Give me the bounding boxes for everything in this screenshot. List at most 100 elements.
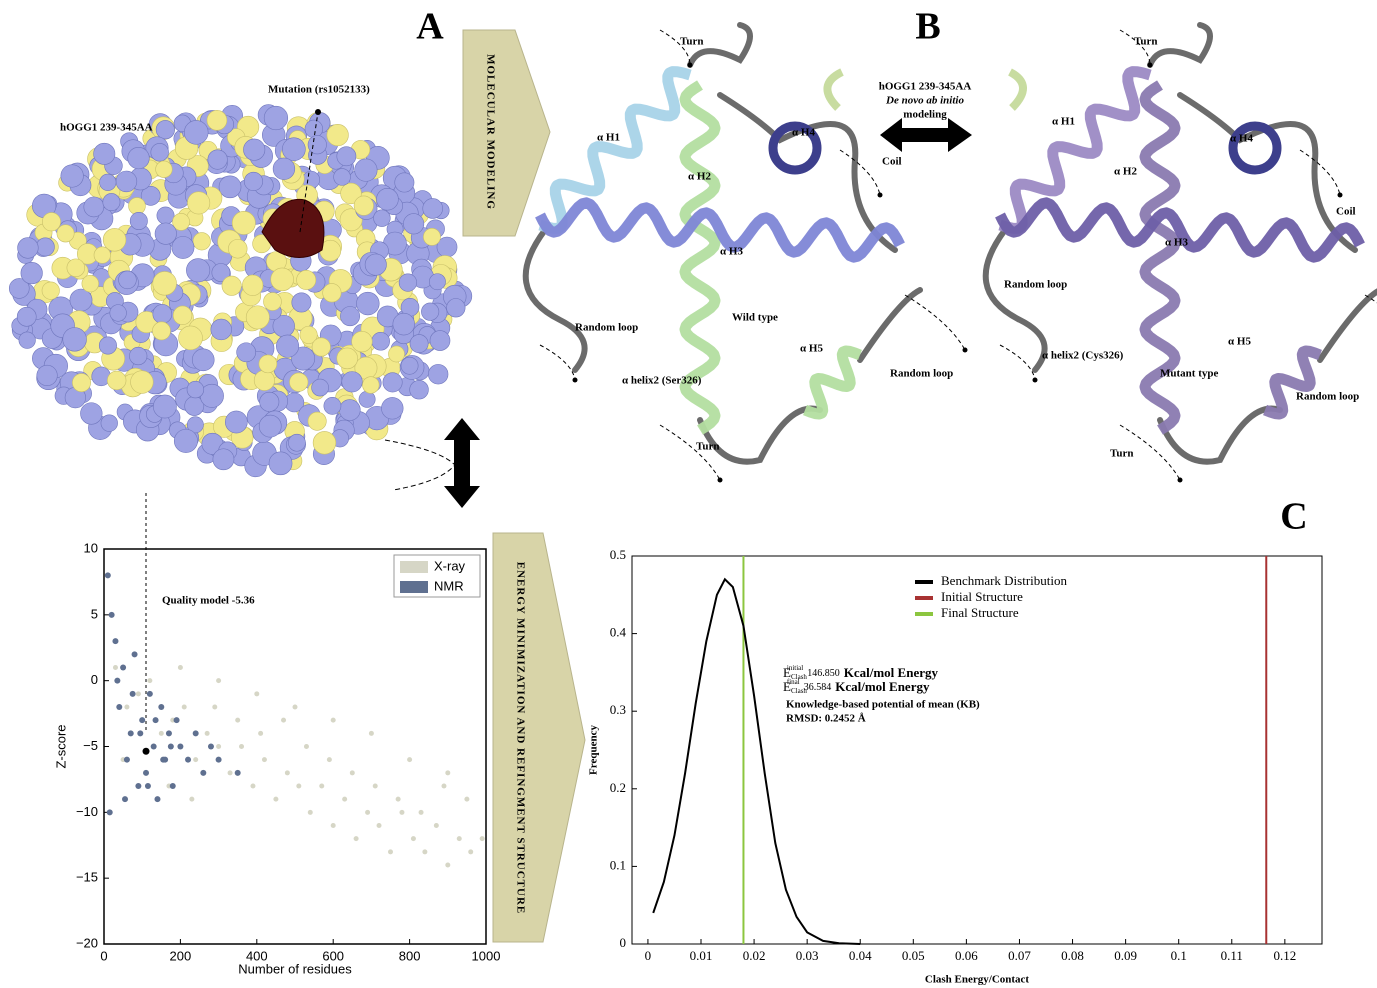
atom [17, 237, 39, 259]
atom [373, 209, 391, 227]
point [239, 744, 245, 749]
point [129, 690, 136, 697]
structure-label: Wild type [732, 312, 778, 324]
x-tick-label: 0 [100, 948, 107, 963]
atom [304, 119, 323, 139]
atom [41, 281, 60, 300]
point [120, 664, 127, 671]
atom [243, 138, 266, 161]
atom [263, 292, 282, 311]
atom [128, 197, 146, 215]
structure-label: Coil [882, 156, 902, 168]
atom [340, 306, 361, 327]
atom [422, 198, 443, 219]
point [433, 823, 439, 828]
atom [129, 212, 148, 230]
atom [80, 402, 103, 425]
atom [270, 267, 294, 292]
atom [155, 160, 173, 178]
atom [186, 258, 211, 283]
atom [60, 164, 84, 188]
annotation: EClashfinal 36.584 Kcal/mol Energy [783, 678, 930, 695]
point [167, 743, 174, 750]
point [281, 717, 287, 723]
atom [356, 291, 380, 316]
point [189, 796, 195, 802]
atom [224, 410, 248, 434]
structure-label: Random loop [1004, 279, 1067, 291]
atom [381, 397, 404, 420]
y-tick-label: 0.5 [610, 547, 626, 562]
process-arrow [492, 532, 586, 943]
atom [98, 336, 117, 355]
highlight-label: Quality model -5.36 [162, 595, 255, 607]
atom [307, 135, 327, 155]
point [165, 730, 172, 737]
atom [212, 448, 235, 471]
atom [392, 312, 415, 336]
dashed-pointer [904, 294, 966, 351]
dashed-pointer [839, 149, 881, 196]
annotation-part: Clash [791, 687, 807, 695]
curve [652, 577, 861, 945]
point [154, 796, 161, 803]
point [368, 730, 374, 736]
annotation-part: 146.850 [807, 668, 840, 679]
y-tick-label: 10 [84, 540, 98, 555]
atom [231, 211, 256, 235]
atom [178, 325, 203, 351]
point [441, 783, 447, 789]
point [395, 796, 401, 802]
structure-label: α H3 [720, 246, 743, 258]
helix-end [768, 121, 822, 175]
point [158, 730, 164, 736]
atom [428, 364, 449, 385]
x-tick-label: 0.03 [796, 948, 819, 963]
atom [403, 213, 425, 235]
x-axis-title: Clash Energy/Contact [925, 974, 1030, 986]
structure-label: Turn [1110, 448, 1133, 460]
structure-label: α H5 [800, 343, 823, 355]
atom [336, 146, 357, 167]
atom [18, 331, 36, 349]
point [376, 823, 382, 828]
x-tick-label: 0.05 [902, 948, 925, 963]
atom [333, 168, 351, 186]
atom [211, 263, 231, 282]
point [116, 704, 123, 710]
atom [336, 347, 358, 370]
x-tick-label: 0.11 [1221, 948, 1243, 963]
point [422, 849, 428, 855]
legend-swatch [400, 561, 428, 573]
atom [62, 327, 87, 352]
structure-label: Coil [1336, 206, 1356, 218]
atom [228, 239, 248, 259]
annotation-part: Clash [791, 673, 807, 681]
atom [81, 274, 99, 293]
helix-end [1228, 121, 1282, 175]
point [106, 809, 113, 816]
y-tick-label: 0.1 [610, 857, 626, 872]
atom [322, 283, 342, 303]
atom [8, 278, 30, 299]
pointer-dot [315, 109, 321, 115]
process-label: MOLECULAR MODELING [484, 54, 496, 210]
method-title: hOGG1 239-345AA [879, 81, 972, 93]
point [144, 783, 151, 789]
atom [36, 364, 58, 387]
structure-label: Mutant type [1160, 368, 1218, 380]
atom [242, 274, 264, 296]
atom [326, 124, 349, 147]
point [456, 836, 462, 842]
point [104, 572, 111, 579]
legend-frame [393, 554, 481, 598]
panel-label: A [416, 6, 444, 48]
annotation-part: final [787, 678, 800, 686]
loop [1147, 22, 1213, 68]
atom [307, 411, 327, 431]
dashed-pointer [659, 29, 691, 66]
pointer-dot [717, 477, 723, 483]
atom [102, 193, 121, 211]
annotation: Knowledge-based potential of mean (KB) [786, 699, 980, 711]
